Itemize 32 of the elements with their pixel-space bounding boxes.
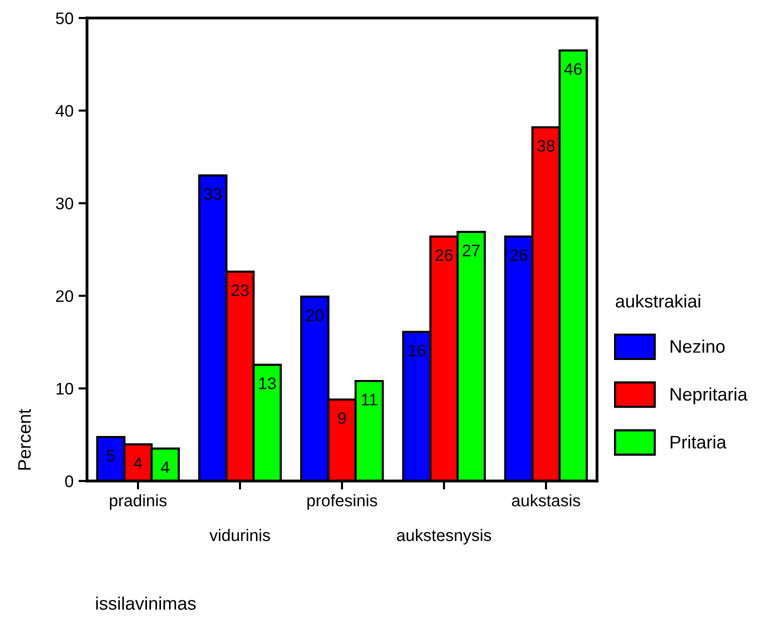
data-label: 38: [537, 140, 555, 152]
data-label: 9: [338, 412, 346, 424]
legend-label: Pritaria: [670, 435, 726, 449]
data-label: 23: [232, 284, 249, 296]
legend-label: Nezino: [670, 340, 725, 353]
data-label: 33: [204, 188, 222, 200]
y-axis-title: Percent: [18, 409, 31, 470]
data-label: 26: [436, 249, 453, 262]
y-tick-label: 0: [65, 475, 74, 488]
y-tick-label: 40: [56, 105, 74, 117]
legend-label: Nepritaria: [670, 387, 748, 404]
x-tick-label: aukstasis: [512, 494, 580, 506]
data-label: 13: [259, 377, 276, 390]
x-tick-label: pradinis: [110, 494, 167, 510]
data-label: 46: [564, 63, 582, 75]
y-tick-label: 10: [56, 382, 74, 395]
data-label: 4: [160, 461, 170, 473]
data-label: 4: [134, 457, 142, 469]
data-label: 20: [306, 309, 324, 322]
x-tick-label: vidurinis: [209, 528, 270, 542]
data-label: 16: [408, 344, 426, 356]
data-label: 27: [462, 244, 480, 256]
x-axis-title: issilavinimas: [96, 596, 196, 610]
data-label: 11: [362, 394, 378, 406]
y-tick-label: 30: [56, 198, 74, 210]
x-tick-label: aukstesnysis: [397, 528, 492, 544]
legend-title: aukstrakiai: [616, 294, 700, 308]
data-label: 5: [106, 450, 115, 462]
data-label: 26: [510, 249, 528, 262]
y-tick-label: 50: [56, 12, 74, 24]
x-tick-label: profesinis: [307, 494, 378, 510]
y-tick-label: 20: [56, 290, 74, 302]
